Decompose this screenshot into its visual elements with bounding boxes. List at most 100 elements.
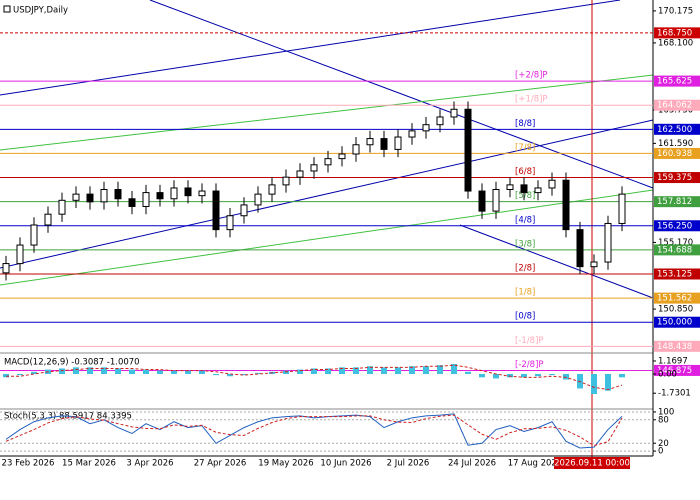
candle-body — [422, 124, 430, 132]
macd-bar — [171, 370, 177, 374]
candle-body — [380, 138, 388, 150]
level-price-label: 159.375 — [657, 173, 692, 183]
symbol-icon — [3, 5, 11, 13]
macd-bar — [619, 374, 625, 378]
candle-body — [464, 108, 472, 192]
candle-body — [100, 189, 108, 203]
macd-bar — [381, 367, 387, 374]
y-tick-label: -1.7301 — [658, 389, 691, 399]
x-tick-label: 2026.09.11 00:00 — [554, 459, 630, 469]
level-price-label: 156.250 — [657, 221, 692, 231]
level-price-label: 153.125 — [657, 269, 692, 279]
y-tick-label: 0 — [658, 447, 663, 457]
candle-body — [86, 193, 94, 203]
macd-bar — [283, 370, 289, 374]
murrey-label: [-2/8]P — [515, 360, 544, 370]
candle-body — [16, 244, 24, 265]
murrey-label: [3/8] — [515, 239, 535, 249]
x-tick-label: 3 Apr 2026 — [126, 459, 173, 469]
y-tick-label: 168.100 — [658, 38, 693, 48]
level-price-label: 150.000 — [657, 318, 692, 328]
macd-bar — [563, 374, 569, 380]
macd-bar — [199, 370, 205, 374]
macd-bar — [409, 366, 415, 374]
murrey-label: [+1/8]P — [515, 95, 548, 105]
level-price-box — [654, 99, 700, 111]
candle-body — [184, 187, 192, 197]
macd-bar — [115, 368, 121, 374]
candle-body — [310, 164, 318, 172]
candle-body — [492, 189, 500, 212]
candle-body — [226, 215, 234, 231]
candle-body — [156, 192, 164, 200]
macd-bar — [437, 365, 443, 374]
candle-body — [506, 184, 514, 191]
macd-bar — [3, 374, 9, 378]
murrey-label: [0/8] — [515, 312, 535, 322]
candle-body — [268, 184, 276, 195]
macd-bar — [535, 374, 541, 377]
x-tick-label: 27 Apr 2026 — [194, 459, 247, 469]
level-price-label: 154.688 — [657, 245, 692, 255]
candle-body — [72, 193, 80, 201]
candle-body — [366, 138, 374, 146]
x-tick-label: 19 May 2026 — [258, 459, 313, 469]
macd-bar — [353, 367, 359, 374]
level-price-box — [654, 123, 700, 135]
level-price-label: 146.875 — [657, 366, 692, 376]
level-price-box — [654, 196, 700, 208]
level-price-box — [654, 244, 700, 256]
x-tick-label: 15 Mar 2026 — [62, 459, 116, 469]
macd-title: MACD(12,26,9) -0.3087 -1.0070 — [4, 358, 140, 368]
candle-body — [58, 199, 66, 215]
level-price-label: 168.750 — [657, 28, 692, 38]
candle-body — [128, 198, 136, 207]
macd-bar — [129, 369, 135, 374]
macd-bar — [325, 368, 331, 374]
x-tick-label: 10 Jun 2026 — [320, 459, 371, 469]
candle-body — [142, 192, 150, 207]
macd-bar — [339, 367, 345, 374]
macd-bar — [465, 371, 471, 374]
candle-body — [198, 190, 206, 197]
murrey-label: [1/8] — [515, 288, 535, 298]
chart-title: USDJPY,Daily — [13, 6, 68, 16]
macd-bar — [297, 369, 303, 374]
y-tick-label: 150.850 — [658, 305, 693, 315]
level-price-label: 165.625 — [657, 77, 692, 87]
level-price-box — [654, 292, 700, 304]
macd-bar — [227, 374, 233, 377]
macd-bar — [451, 364, 457, 374]
macd-bar — [73, 367, 79, 374]
level-price-box — [654, 172, 700, 184]
macd-bar — [157, 370, 163, 374]
x-tick-label: 23 Feb 2026 — [2, 459, 55, 469]
candle-body — [562, 179, 570, 231]
macd-bar — [241, 374, 247, 376]
level-price-label: 160.938 — [657, 149, 692, 159]
x-tick-label: 2 Jul 2026 — [387, 459, 430, 469]
candle-body — [254, 193, 262, 206]
y-tick-label: 1.1697 — [658, 357, 688, 367]
macd-bar — [213, 374, 219, 376]
y-tick-label: 161.590 — [658, 139, 693, 149]
stoch-k — [5, 413, 623, 449]
macd-bar — [31, 371, 37, 374]
candle-body — [450, 108, 458, 118]
candle-body — [618, 193, 626, 224]
level-price-box — [654, 75, 700, 87]
macd-bar — [59, 368, 65, 374]
macd-bar — [17, 374, 23, 376]
level-price-box — [654, 340, 700, 352]
macd-bar — [367, 366, 373, 374]
murrey-label: [4/8] — [515, 215, 535, 225]
level-price-box — [654, 27, 700, 39]
candle-body — [324, 158, 332, 166]
murrey-label: [8/8] — [515, 119, 535, 129]
candle-body — [604, 222, 612, 263]
macd-bar — [185, 370, 191, 374]
y-tick-label: 100 — [658, 407, 674, 417]
candle-body — [548, 179, 556, 189]
candle-body — [478, 190, 486, 212]
